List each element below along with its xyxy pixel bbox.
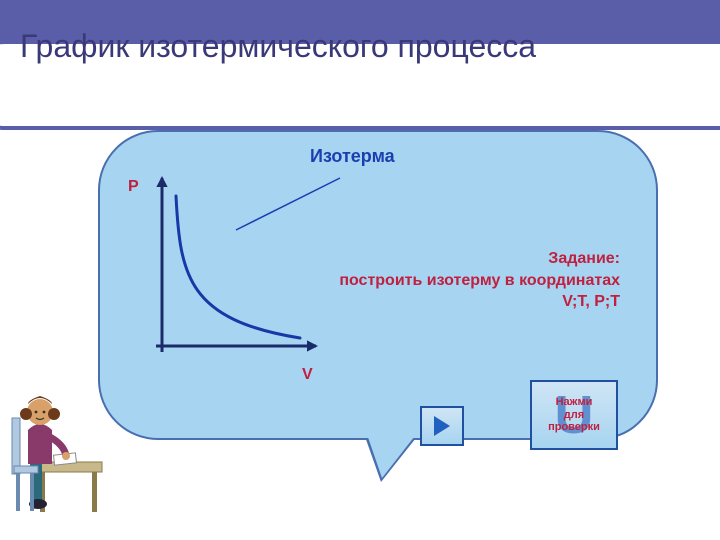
play-icon xyxy=(434,416,450,436)
isotherm-label: Изотерма xyxy=(310,146,395,167)
task-text: Задание: построить изотерму в координата… xyxy=(300,248,620,313)
pointer-line xyxy=(230,176,350,236)
page-title: График изотермического процесса xyxy=(20,28,536,65)
axis-label-v: V xyxy=(302,366,313,384)
check-button[interactable]: U Нажмидляпроверки xyxy=(530,380,618,450)
play-button[interactable] xyxy=(420,406,464,446)
student-clipart xyxy=(8,370,108,520)
task-line-1: Задание: xyxy=(548,250,620,267)
task-line-2: построить изотерму в координатах xyxy=(339,272,620,289)
task-line-3: V;T, P;T xyxy=(562,293,620,310)
check-button-label: Нажмидляпроверки xyxy=(532,396,616,434)
axis-label-p: P xyxy=(128,178,139,196)
